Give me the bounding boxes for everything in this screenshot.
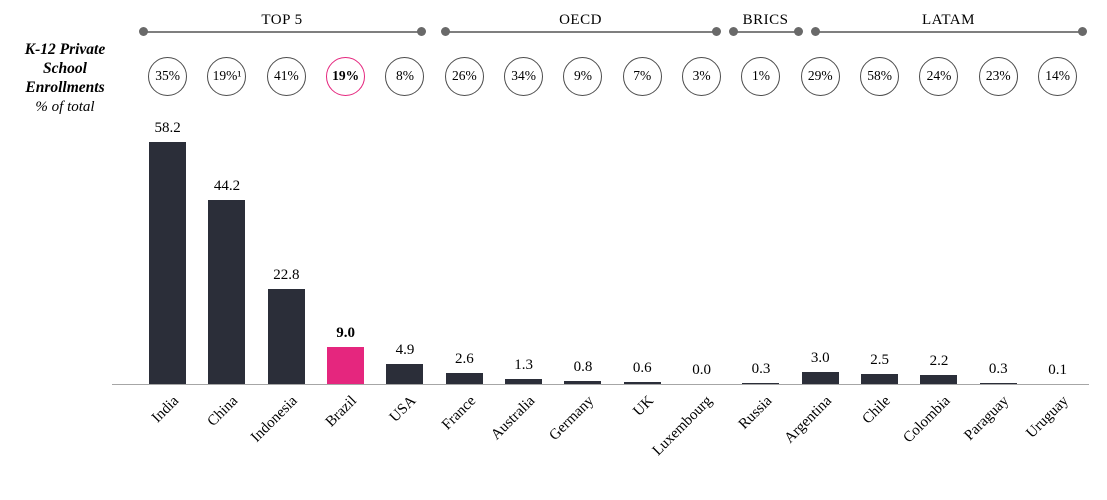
- enrollment-pct-circle: 29%: [800, 56, 840, 96]
- value-label: 3.0: [810, 349, 830, 366]
- group-bracket-dot: [793, 27, 803, 37]
- enrollment-pct-circle: 19%: [326, 56, 366, 96]
- country-label: USA: [386, 393, 420, 426]
- chart-title-line-2: School: [43, 60, 87, 77]
- value-label: 2.5: [870, 351, 889, 368]
- value-label: 22.8: [273, 267, 300, 284]
- group-label: OECD: [559, 12, 602, 28]
- country-label: Russia: [735, 393, 776, 433]
- country-label: Colombia: [900, 393, 954, 447]
- value-label: 0.3: [988, 360, 1008, 377]
- bar: [742, 382, 780, 384]
- group-label: LATAM: [922, 12, 975, 28]
- value-label: 9.0: [336, 324, 356, 341]
- value-label: 2.6: [454, 351, 474, 368]
- bar: [267, 289, 305, 384]
- group-bracket-dot: [440, 27, 450, 37]
- bar: [149, 141, 187, 384]
- country-label: Luxembourg: [650, 393, 716, 459]
- group-bracket-line: [445, 31, 716, 33]
- value-label: 44.2: [213, 178, 241, 195]
- bar: [564, 380, 602, 384]
- chart-title-block: K-12 Private School Enrollments % of tot…: [0, 40, 130, 117]
- group-bracket-dot: [416, 27, 426, 37]
- country-label: India: [148, 393, 182, 427]
- group-bracket-dot: [810, 27, 820, 37]
- value-label: 0.6: [632, 359, 652, 376]
- enrollment-pct-circle: 14%: [1038, 56, 1078, 96]
- bar: [386, 363, 424, 384]
- country-label: UK: [629, 393, 657, 420]
- chart-subtitle: % of total: [35, 99, 95, 115]
- enrollment-pct-circle: 26%: [444, 56, 484, 96]
- country-label: Argentina: [781, 393, 835, 447]
- enrollment-pct-circle: 9%: [563, 56, 603, 96]
- value-label: 0.1: [1048, 361, 1067, 378]
- group-bracket-dot: [728, 27, 738, 37]
- value-label: 4.9: [395, 341, 415, 358]
- enrollment-pct-circle: 35%: [148, 56, 188, 96]
- value-label: 0.3: [751, 360, 771, 377]
- group-label: TOP 5: [261, 12, 303, 28]
- country-label: Paraguay: [961, 393, 1013, 444]
- country-label: China: [204, 393, 242, 430]
- group-bracket-line: [815, 31, 1082, 33]
- chart-title-line-3: Enrollments: [25, 79, 105, 96]
- bar: [979, 382, 1017, 384]
- enrollment-pct-circle: 3%: [682, 56, 722, 96]
- enrollment-pct-circle: 1%: [741, 56, 781, 96]
- group-bracket-dot: [711, 27, 721, 37]
- enrollment-pct-circle: 24%: [919, 56, 959, 96]
- group-label: BRICS: [742, 12, 789, 28]
- enrollment-pct-circle: 41%: [266, 56, 306, 96]
- country-label: Uruguay: [1023, 393, 1072, 442]
- group-bracket-dot: [138, 27, 148, 37]
- bar: [327, 346, 365, 384]
- enrollment-pct-circle: 34%: [504, 56, 544, 96]
- enrollment-pct-circle: 58%: [860, 56, 900, 96]
- enrollment-pct-circle: 7%: [622, 56, 662, 96]
- group-bracket-line: [143, 31, 421, 33]
- enrollment-pct-circle: 8%: [385, 56, 425, 96]
- country-label: Germany: [546, 393, 598, 444]
- enrollment-pct-circle: 23%: [978, 56, 1018, 96]
- value-label: 2.2: [929, 352, 949, 369]
- chart-title-line-1: K-12 Private: [24, 41, 106, 58]
- bar: [801, 371, 839, 384]
- country-label: Australia: [487, 393, 538, 444]
- value-label: 0.0: [692, 362, 711, 378]
- bar: [623, 381, 661, 384]
- country-label: Indonesia: [248, 393, 301, 446]
- bar: [208, 200, 246, 384]
- country-label: Chile: [859, 393, 894, 428]
- value-label: 0.8: [573, 358, 593, 375]
- group-bracket-line: [733, 31, 798, 33]
- bar: [861, 373, 899, 384]
- bar: [445, 373, 483, 384]
- group-bracket-dot: [1077, 27, 1087, 37]
- bar: [505, 378, 543, 384]
- country-label: Brazil: [322, 393, 360, 431]
- bar: [920, 374, 958, 384]
- value-label: 1.3: [514, 356, 534, 373]
- value-label: 58.2: [154, 119, 181, 136]
- x-axis-line: [112, 384, 1089, 385]
- country-label: France: [438, 393, 479, 434]
- enrollment-pct-circle: 19%¹: [207, 56, 247, 96]
